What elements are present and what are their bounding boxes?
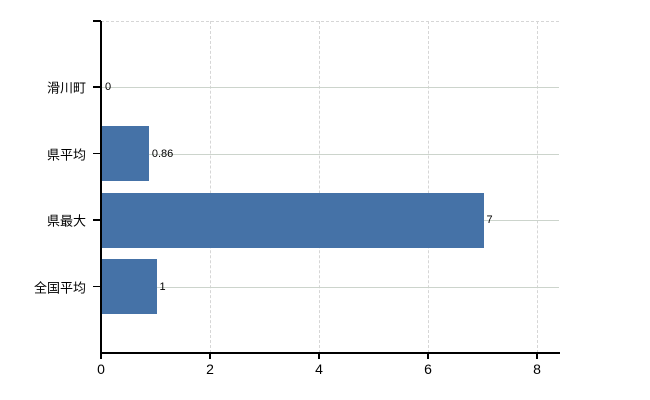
category-gridline	[101, 286, 559, 288]
category-label: 滑川町	[46, 80, 86, 96]
x-axis-tick	[536, 353, 538, 359]
category-label: 全国平均	[33, 280, 86, 296]
bar	[102, 192, 484, 248]
x-axis-tick	[100, 353, 102, 359]
bar	[102, 126, 149, 182]
x-tick-label: 2	[206, 361, 214, 377]
y-axis-line	[100, 21, 102, 353]
y-axis-top-tick	[93, 20, 101, 22]
x-tick-label: 0	[97, 361, 105, 377]
category-label: 県平均	[46, 147, 86, 163]
x-gridline	[537, 21, 538, 353]
category-gridline	[101, 87, 559, 89]
plot-border-top	[101, 21, 559, 22]
x-tick-label: 8	[533, 361, 541, 377]
bar-value-label: 0	[105, 81, 112, 94]
category-label: 県最大	[46, 213, 86, 229]
y-axis-tick	[93, 285, 101, 288]
x-tick-label: 6	[424, 361, 432, 377]
x-axis-line	[100, 352, 560, 354]
y-axis-tick	[93, 86, 101, 88]
x-axis-tick	[318, 353, 320, 359]
x-axis-tick	[427, 353, 429, 359]
y-axis-tick	[93, 152, 101, 155]
y-axis-tick	[93, 219, 101, 221]
x-axis-tick	[209, 353, 211, 359]
bar	[102, 259, 157, 315]
bar-value-label: 7	[486, 214, 493, 227]
x-gridline	[428, 21, 429, 353]
bar-value-label: 1	[159, 280, 166, 293]
x-tick-label: 4	[315, 361, 323, 377]
bar-value-label: 0.86	[151, 147, 174, 160]
x-gridline	[210, 21, 211, 353]
category-gridline	[101, 153, 559, 155]
x-gridline	[319, 21, 320, 353]
